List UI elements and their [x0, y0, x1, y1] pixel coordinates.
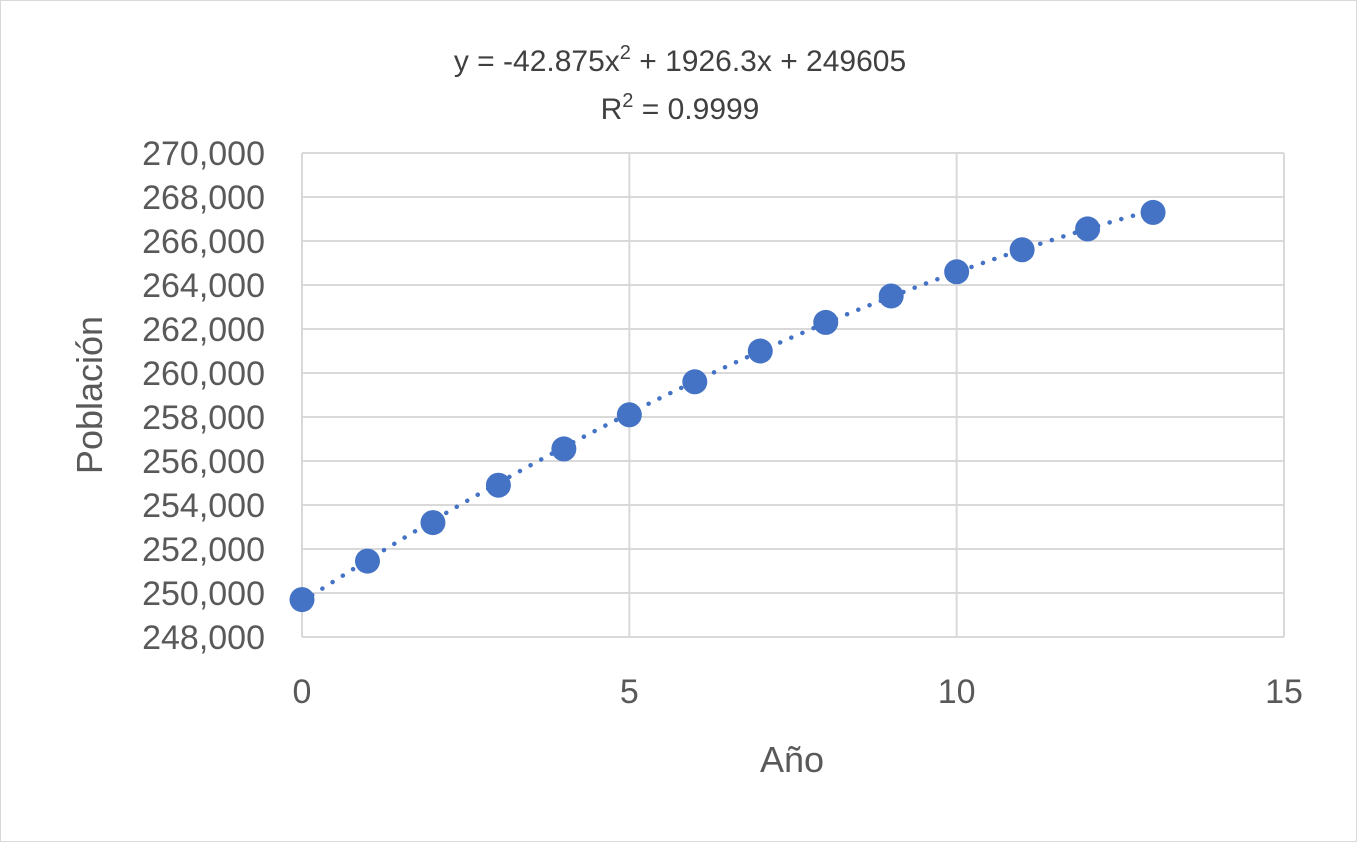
y-tick-label: 252,000 — [142, 531, 265, 569]
data-point — [551, 436, 577, 462]
data-point — [289, 587, 315, 613]
data-point — [813, 309, 839, 335]
y-tick-label: 248,000 — [142, 619, 265, 657]
y-tick-label: 254,000 — [142, 487, 265, 525]
trendline-curve — [299, 207, 1156, 604]
data-point — [420, 510, 446, 536]
y-tick-label: 270,000 — [142, 135, 265, 173]
x-tick-label: 10 — [938, 673, 976, 711]
data-point — [354, 548, 380, 574]
y-axis-title: Población — [69, 316, 110, 474]
x-axis-title: Año — [760, 739, 824, 780]
data-point — [485, 472, 511, 498]
trendline — [299, 207, 1156, 604]
y-tick-label: 264,000 — [142, 267, 265, 305]
data-point — [1140, 199, 1166, 225]
x-tick-label: 15 — [1265, 673, 1303, 711]
y-tick-label: 258,000 — [142, 399, 265, 437]
trendline-r-squared: R2 = 0.9999 — [601, 90, 760, 126]
data-point — [616, 402, 642, 428]
data-point — [878, 283, 904, 309]
data-point — [747, 338, 773, 364]
y-tick-label: 250,000 — [142, 575, 265, 613]
trendline-equation: y = -42.875x2 + 1926.3x + 249605 — [454, 42, 906, 78]
x-tick-label: 5 — [620, 673, 639, 711]
data-point — [1075, 216, 1101, 242]
data-point — [944, 259, 970, 285]
y-tick-label: 268,000 — [142, 179, 265, 217]
x-tick-label: 0 — [293, 673, 312, 711]
y-axis-ticks: 248,000 250,000 252,000 254,000 256,000 258,0… — [142, 135, 265, 657]
x-axis-ticks: 0 5 10 15 — [293, 673, 1303, 711]
gridlines — [301, 152, 1285, 638]
data-point — [1009, 237, 1035, 263]
data-point — [682, 369, 708, 395]
y-tick-label: 260,000 — [142, 355, 265, 393]
y-tick-label: 262,000 — [142, 311, 265, 349]
y-tick-label: 256,000 — [142, 443, 265, 481]
y-tick-label: 266,000 — [142, 223, 265, 261]
data-points — [289, 199, 1166, 613]
